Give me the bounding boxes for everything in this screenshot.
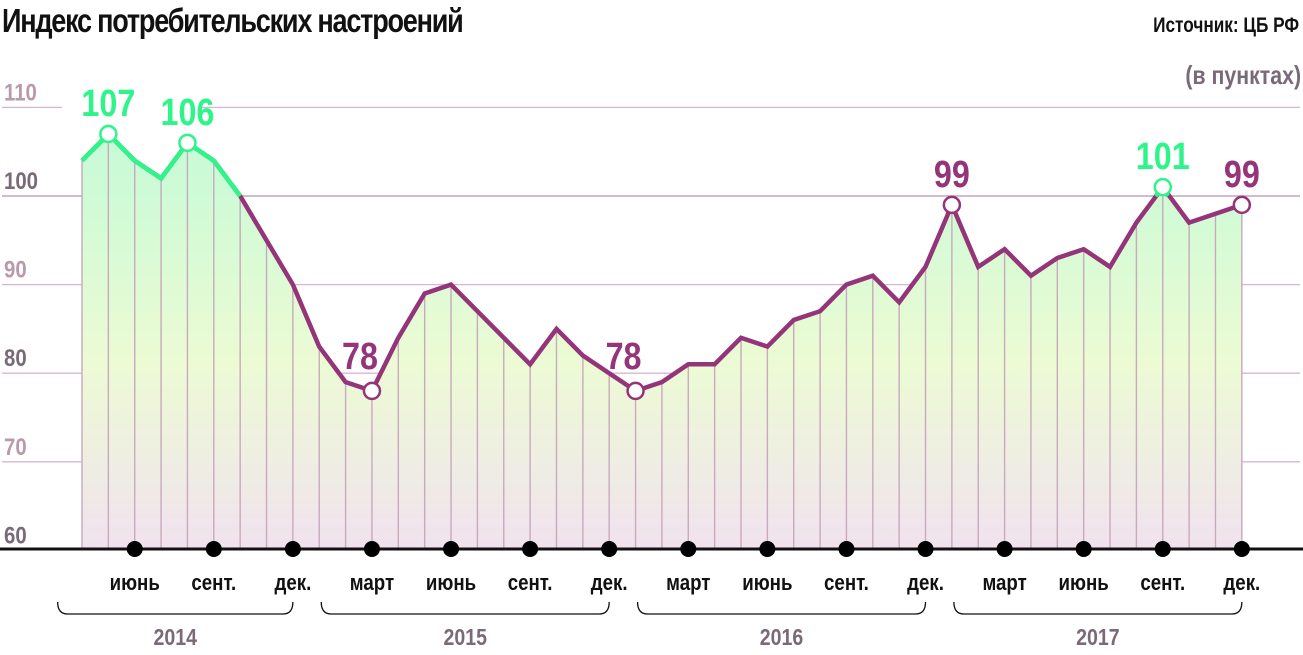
annotation-label: 107 <box>81 83 135 125</box>
month-label: сент. <box>191 572 236 596</box>
y-tick-label: 100 <box>4 167 38 194</box>
vertical-gridlines <box>81 133 1243 549</box>
month-tick-dot <box>838 541 855 557</box>
month-label: дек. <box>907 572 944 596</box>
annotation-label: 99 <box>1224 153 1260 195</box>
units-label: (в пунктах) <box>1185 60 1301 90</box>
chart-title: Индекс потребительских настроений <box>2 2 464 39</box>
y-tick-label: 110 <box>4 79 37 106</box>
month-tick-dot <box>363 541 380 557</box>
year-label: 2015 <box>443 625 487 651</box>
axis-labels: 60 70 80 90 100 110 июнь сент. дек. март июнь сент.… <box>4 79 1260 651</box>
month-tick-dot <box>996 541 1013 557</box>
month-tick-dot <box>1075 541 1092 557</box>
month-tick-dot <box>443 541 460 557</box>
y-tick-label: 60 <box>4 522 27 549</box>
month-tick-dot <box>917 541 934 557</box>
annotation-label: 99 <box>934 153 970 195</box>
annotation-marker <box>1153 177 1173 197</box>
year-label: 2017 <box>1076 625 1119 651</box>
month-label: март <box>350 572 394 596</box>
x-axis <box>0 541 1303 615</box>
month-label: июнь <box>1059 572 1109 596</box>
annotation-marker <box>1232 195 1252 215</box>
year-bracket <box>636 601 927 615</box>
month-label: март <box>982 572 1026 596</box>
month-tick-dot <box>759 541 776 557</box>
month-tick-dot <box>601 541 618 557</box>
year-label: 2014 <box>154 625 198 651</box>
annotation-label: 101 <box>1136 136 1190 178</box>
month-label: дек. <box>1223 572 1260 596</box>
month-tick-dot <box>205 541 222 557</box>
month-label: сент. <box>824 572 869 596</box>
month-tick-dot <box>284 541 301 557</box>
month-tick-dot <box>522 541 539 557</box>
source-label: Источник: ЦБ РФ <box>1152 14 1299 37</box>
month-tick-dot <box>680 541 697 557</box>
year-bracket <box>56 601 294 615</box>
annotation-marker <box>99 124 118 144</box>
y-tick-label: 70 <box>4 433 27 460</box>
annotation-markers: 107 106 78 78 99 101 99 <box>81 83 1260 401</box>
month-tick-dot <box>1154 541 1171 557</box>
month-label: дек. <box>274 572 311 596</box>
month-label: дек. <box>591 572 628 596</box>
year-bracket <box>953 601 1243 615</box>
month-label: март <box>666 572 710 596</box>
annotation-marker <box>178 133 197 153</box>
month-label: сент. <box>508 572 553 596</box>
month-label: июнь <box>742 572 792 596</box>
year-label: 2016 <box>760 625 804 651</box>
annotation-marker <box>362 381 382 401</box>
annotation-label: 106 <box>160 91 214 133</box>
annotation-marker <box>942 195 962 215</box>
year-bracket <box>320 601 610 615</box>
line-path-purple <box>80 130 1243 394</box>
annotation-marker <box>626 381 645 401</box>
month-tick-dot <box>126 541 143 557</box>
y-tick-label: 90 <box>4 256 27 283</box>
month-tick-dot <box>1233 541 1250 557</box>
month-label: сент. <box>1140 572 1185 596</box>
month-label: июнь <box>426 572 476 596</box>
y-tick-label: 80 <box>4 345 27 372</box>
annotation-label: 78 <box>342 336 378 378</box>
month-label: июнь <box>110 572 160 596</box>
annotation-label: 78 <box>606 336 642 378</box>
